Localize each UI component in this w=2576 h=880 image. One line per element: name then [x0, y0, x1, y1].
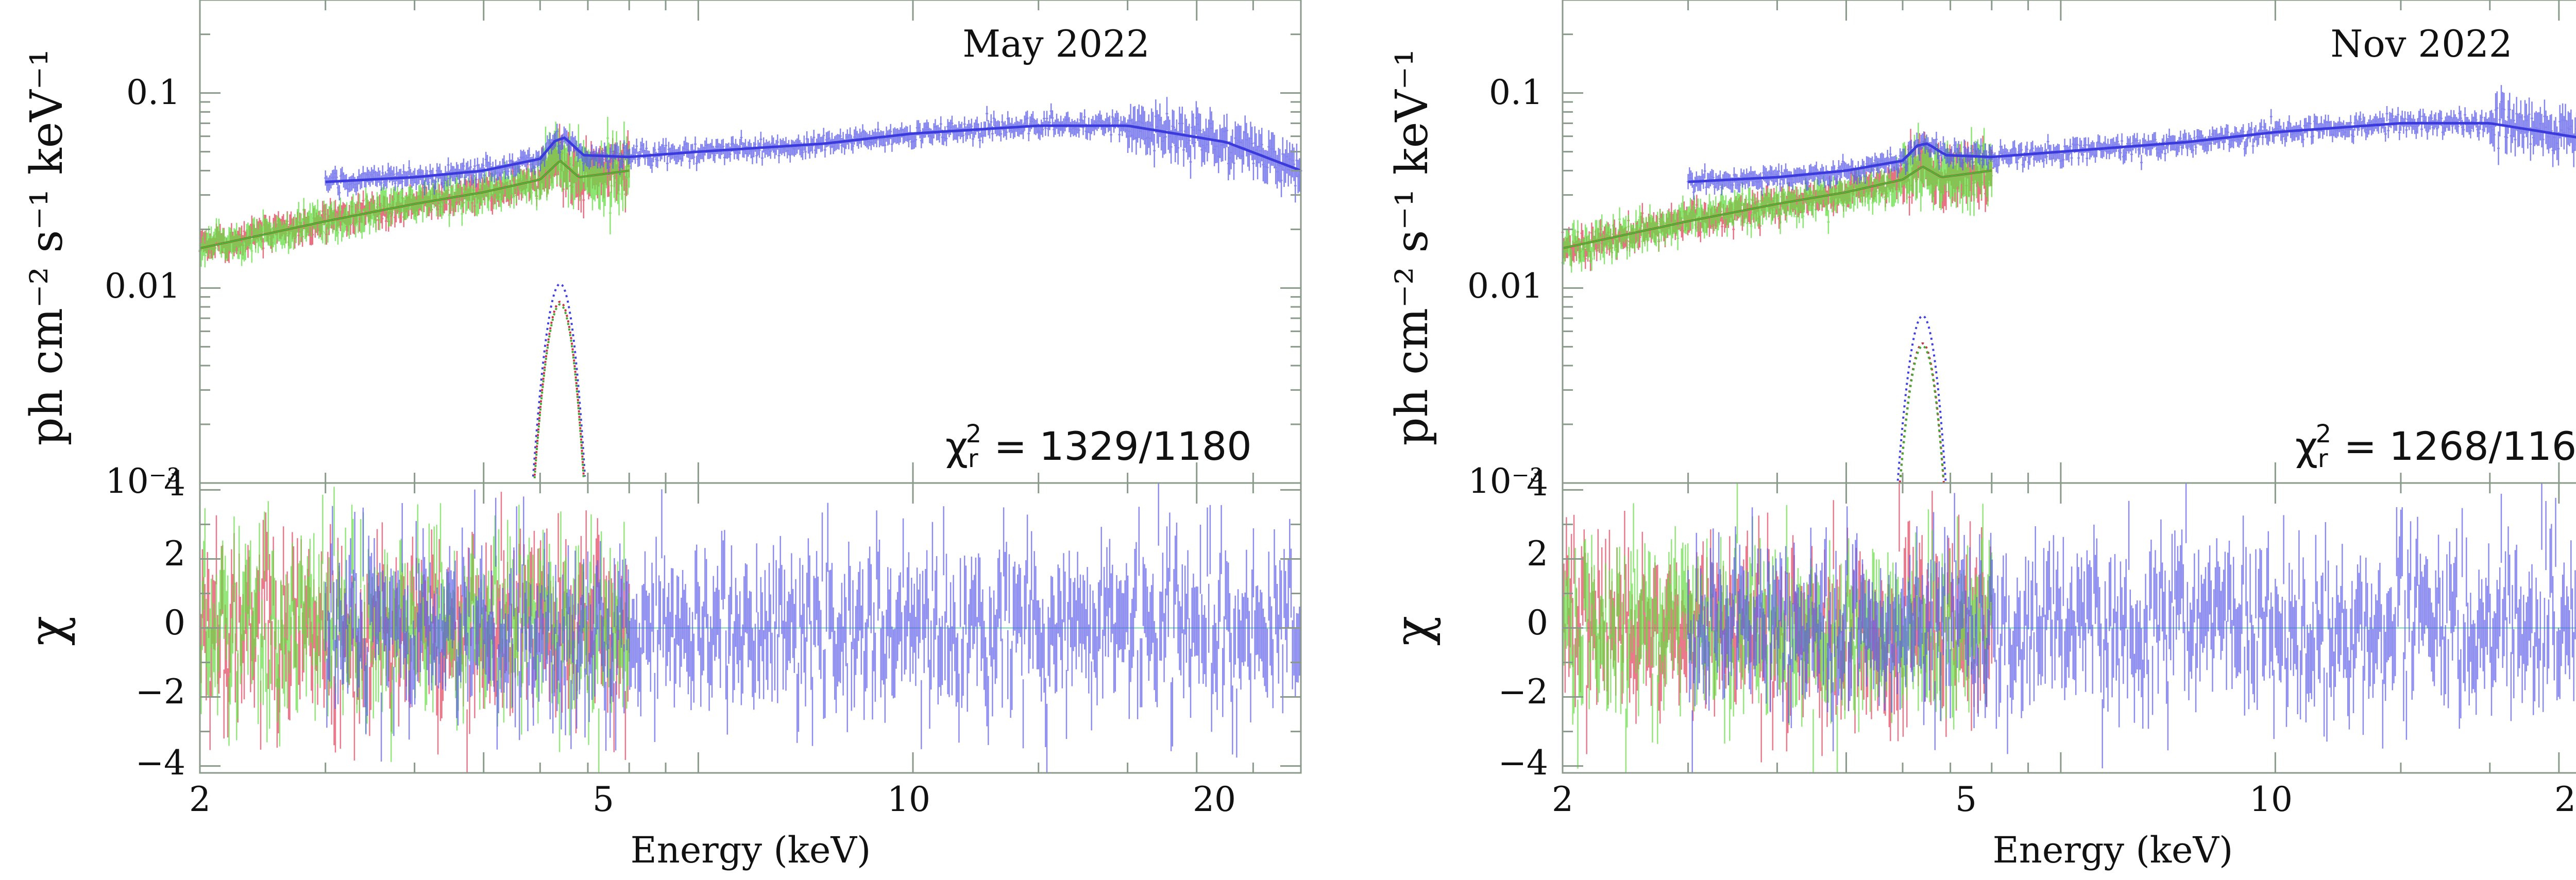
- axis-ticks: [1562, 0, 2560, 773]
- xtick-label: 10: [887, 780, 930, 819]
- residual-data: [199, 483, 1302, 773]
- model-green: [199, 160, 630, 249]
- residual-ytick-label: −4: [1498, 743, 1548, 783]
- chi2-symbol: χ: [2295, 423, 2318, 469]
- residual-ytick-label: −2: [135, 672, 185, 712]
- spectrum-ytick-label: 0.1: [126, 73, 180, 112]
- spectrum-points-red: [198, 124, 631, 263]
- spectrum-ytick-label: 0.1: [1489, 73, 1543, 112]
- chi2-symbol: χ: [945, 423, 968, 469]
- iron-line-green: [533, 303, 585, 478]
- spectrum-frame: [1562, 0, 2576, 484]
- model-blue: [1688, 122, 2576, 183]
- residual-series-blue: [325, 483, 1302, 773]
- model-blue: [325, 124, 1301, 183]
- chi2-annotation: χr2 = 1268/1166: [2295, 420, 2576, 473]
- residual-points-blue: [325, 483, 1302, 773]
- chi2-subscript: r: [968, 444, 978, 473]
- residual-ytick-label: 4: [1527, 464, 1548, 504]
- model-green: [1562, 166, 1992, 249]
- residual-points-blue: [1687, 483, 2576, 773]
- spectrum-data: [1561, 85, 2576, 483]
- residual-ytick-label: 0: [164, 603, 185, 643]
- residual-ytick-label: 4: [164, 464, 185, 504]
- svg-text:χr2 = 1329/1180: χr2 = 1329/1180: [945, 420, 1252, 473]
- xtick-label: 20: [2554, 780, 2576, 819]
- axis-ticks: [199, 0, 1302, 773]
- xtick-label: 2: [189, 780, 211, 819]
- residual-ytick-label: −2: [1498, 672, 1548, 712]
- panel-may-2022: ph cm⁻² s⁻¹ keV⁻¹ χ 0.1 0.01 10⁻³ 4 2 0 …: [19, 0, 1302, 871]
- spectrum-ytick-label: 10⁻³: [1468, 461, 1543, 501]
- chi2-subscript: r: [2318, 444, 2328, 473]
- model-curves: [1562, 122, 2576, 483]
- residual-ytick-label: 0: [1527, 603, 1548, 643]
- epoch-label: Nov 2022: [2330, 22, 2512, 65]
- svg-text:χr2 = 1268/1166: χr2 = 1268/1166: [2295, 420, 2576, 473]
- xtick-label: 5: [1955, 780, 1977, 819]
- xtick-label: 5: [592, 780, 614, 819]
- iron-line-red: [1899, 342, 1945, 483]
- residual-ytick-label: −4: [135, 743, 185, 783]
- spectrum-points-blue: [1687, 85, 2576, 200]
- spectrum-ytick-label: 10⁻³: [106, 461, 180, 501]
- series-blue: [1687, 85, 2576, 200]
- iron-line-blue: [532, 283, 586, 477]
- spectrum-data: [198, 97, 1302, 478]
- residual-ylabel: χ: [1384, 616, 1442, 646]
- xlabel: Energy (keV): [1993, 829, 2233, 871]
- xtick-label: 2: [1552, 780, 1573, 819]
- residual-series-blue: [1687, 483, 2576, 773]
- iron-line-green: [1900, 344, 1944, 477]
- chi2-value: = 1268/1166: [2331, 423, 2576, 469]
- spectrum-ylabel: ph cm⁻² s⁻¹ keV⁻¹: [21, 48, 73, 445]
- xtick-label: 20: [1193, 780, 1236, 819]
- residual-ylabel: χ: [19, 616, 76, 646]
- xtick-label: 10: [2249, 780, 2293, 819]
- spectrum-frame: [199, 0, 1302, 484]
- chi2-value: = 1329/1180: [981, 423, 1251, 469]
- residual-data: [1562, 483, 2576, 773]
- epoch-label: May 2022: [962, 22, 1149, 65]
- spectrum-ytick-label: 0.01: [105, 266, 180, 306]
- series-red: [198, 124, 631, 263]
- model-curves: [199, 124, 1301, 478]
- chi2-annotation: χr2 = 1329/1180: [945, 420, 1252, 473]
- chi2-superscript: 2: [2316, 420, 2332, 448]
- spectrum-ytick-label: 0.01: [1467, 266, 1543, 306]
- chi2-superscript: 2: [966, 420, 982, 448]
- residual-ytick-label: 2: [1527, 534, 1548, 574]
- residual-ytick-label: 2: [164, 534, 185, 574]
- xlabel: Energy (keV): [631, 829, 871, 871]
- iron-line-blue: [1896, 315, 1947, 481]
- spectrum-ylabel: ph cm⁻² s⁻¹ keV⁻¹: [1386, 48, 1438, 445]
- iron-line-red: [533, 301, 585, 476]
- panel-nov-2022: ph cm⁻² s⁻¹ keV⁻¹ χ 0.1 0.01 10⁻³ 4 2 0 …: [1384, 0, 2576, 871]
